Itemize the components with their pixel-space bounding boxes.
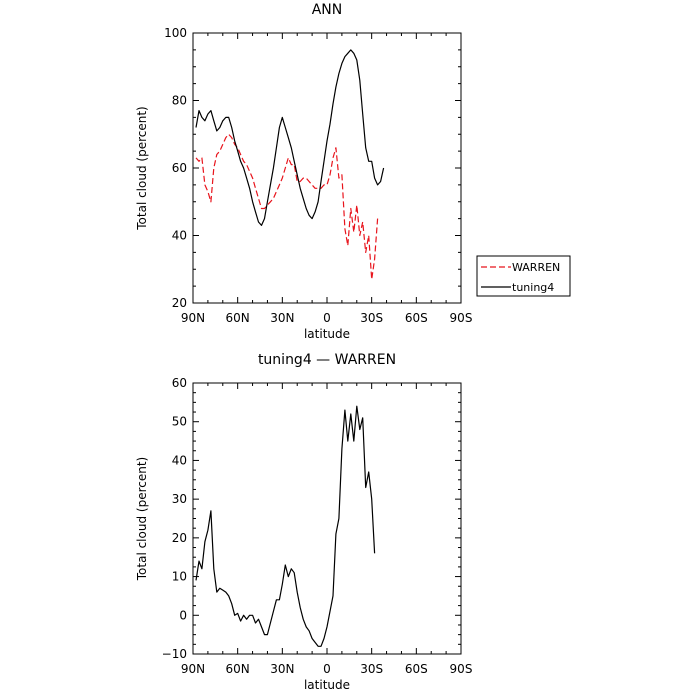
y-tick-label: 40 [172, 453, 187, 467]
y-tick-label: 30 [172, 492, 187, 506]
x-axis-label: latitude [304, 678, 350, 692]
y-tick-label: 10 [172, 570, 187, 584]
y-tick-label: 100 [164, 26, 187, 40]
y-tick-label: 20 [172, 296, 187, 310]
x-tick-label: 60S [405, 662, 428, 676]
x-axis-label: latitude [304, 327, 350, 341]
x-tick-label: 0 [323, 662, 331, 676]
y-tick-label: 40 [172, 229, 187, 243]
y-axis-label: Total cloud (percent) [135, 457, 149, 581]
legend: WARREN tuning4 [476, 255, 571, 297]
x-tick-label: 90S [450, 311, 473, 325]
chart-title: tuning4 — WARREN [258, 352, 396, 368]
y-tick-label: 20 [172, 531, 187, 545]
x-tick-label: 60S [405, 311, 428, 325]
x-tick-label: 0 [323, 311, 331, 325]
x-tick-label: 60N [226, 662, 250, 676]
series-line-tuning4 [195, 49, 385, 226]
y-axis-label: Total cloud (percent) [135, 106, 149, 230]
chart-1: 90N 60N 30N 0 30S 60S 90S 20 40 60 80 100 ANN latitud… [135, 2, 571, 341]
series-line-warren [195, 133, 379, 280]
y-tick-label: 60 [172, 161, 187, 175]
x-tick-label: 30N [270, 662, 294, 676]
x-tick-label: 30N [270, 311, 294, 325]
x-tick-label: 30S [360, 662, 383, 676]
y-tick-label: 50 [172, 415, 187, 429]
x-tick-label: 90N [181, 662, 205, 676]
y-tick-label: 80 [172, 94, 187, 108]
x-tick-label: 90N [181, 311, 205, 325]
legend-box [476, 255, 571, 297]
y-tick-label: 0 [179, 608, 187, 622]
x-tick-label: 90S [450, 662, 473, 676]
series-line-difference [195, 405, 376, 647]
plot-frame [192, 32, 462, 304]
chart-2: 90N 60N 30N 0 30S 60S 90S −10 0 10 20 30 40 50 60 tunin… [135, 352, 472, 692]
legend-label-tuning4: tuning4 [512, 281, 554, 294]
y-tick-label: −10 [162, 647, 187, 661]
plot-frame [192, 382, 462, 655]
y-tick-label: 60 [172, 376, 187, 390]
x-tick-label: 30S [360, 311, 383, 325]
chart-title: ANN [312, 2, 343, 18]
legend-label-warren: WARREN [512, 261, 560, 274]
x-tick-label: 60N [226, 311, 250, 325]
